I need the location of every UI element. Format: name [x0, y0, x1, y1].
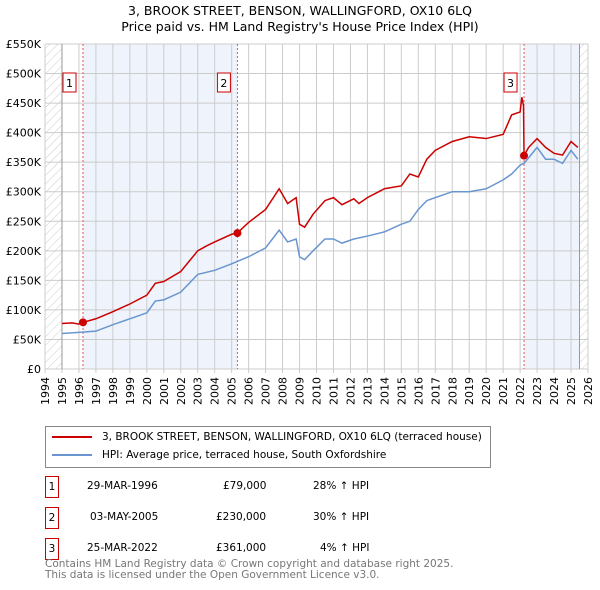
y-tick-label: £450K: [6, 97, 42, 110]
y-tick-label: £300K: [6, 186, 42, 199]
x-tick-label: 2006: [243, 377, 256, 405]
legend: 3, BROOK STREET, BENSON, WALLINGFORD, OX…: [45, 426, 491, 468]
x-tick-label: 2005: [226, 377, 239, 405]
marker-badge: 2: [45, 507, 59, 529]
x-tick-label: 2000: [141, 377, 154, 405]
y-tick-label: £500K: [6, 68, 42, 81]
y-tick-label: £150K: [6, 274, 42, 287]
x-tick-label: 2017: [429, 377, 442, 405]
shaded-period-1: [83, 44, 238, 369]
sale-marker-box: [216, 72, 231, 93]
chart-title: 3, BROOK STREET, BENSON, WALLINGFORD, OX…: [0, 3, 600, 35]
x-tick-label: 2025: [565, 377, 578, 405]
hatched-region-post: [579, 44, 588, 369]
x-tick-label: 1997: [90, 377, 103, 405]
price: £361,000: [216, 542, 267, 554]
x-tick-label: 2007: [260, 377, 273, 405]
series-line: [61, 146, 579, 335]
sale-marker-box: [503, 72, 518, 93]
x-tick-label: 2019: [463, 377, 476, 405]
red-line-swatch: [52, 436, 92, 438]
x-tick-label: 2001: [158, 377, 171, 405]
x-tick-label: 1996: [73, 377, 86, 405]
legend-label: 3, BROOK STREET, BENSON, WALLINGFORD, OX…: [102, 431, 482, 443]
title-line-2: Price paid vs. HM Land Registry's House …: [121, 19, 479, 34]
sale-point: [520, 151, 529, 160]
y-tick-label: £0: [27, 363, 41, 376]
x-tick-label: 1994: [39, 377, 52, 405]
y-tick-label: £250K: [6, 215, 42, 228]
sale-marker-box: [62, 72, 77, 93]
y-tick-label: £550K: [6, 38, 42, 51]
transaction-row: 1 29-MAR-1996 £79,000 28% ↑ HPI: [45, 476, 405, 498]
sale-point: [79, 318, 88, 327]
blue-line-swatch: [52, 454, 92, 456]
x-tick-label: 2004: [209, 377, 222, 405]
licence-text: This data is licensed under the Open Gov…: [45, 569, 380, 581]
y-tick-label: £200K: [6, 245, 42, 258]
transaction-row: 3 25-MAR-2022 £361,000 4% ↑ HPI: [45, 538, 405, 560]
x-tick-label: 2003: [192, 377, 205, 405]
price-chart: 1994 1995 1996 1997 1998 1999 2000 2001 2002 2003…: [6, 38, 595, 405]
x-tick-label: 2010: [311, 377, 324, 405]
price: £230,000: [216, 511, 267, 523]
sale-marker-label: 2: [220, 77, 227, 90]
footer: Contains HM Land Registry data © Crown c…: [45, 559, 453, 581]
sale-marker-label: 1: [66, 77, 73, 90]
x-tick-label: 2018: [446, 377, 459, 405]
x-tick-label: 2009: [294, 377, 307, 405]
series-line: [61, 97, 579, 325]
x-tick-label: 1995: [56, 377, 69, 405]
y-tick-label: £100K: [6, 304, 42, 317]
y-tick-label: £400K: [6, 127, 42, 140]
hatched-region-pre: [45, 44, 62, 369]
hpi-change: 4% ↑ HPI: [320, 542, 370, 554]
x-tick-label: 2016: [412, 377, 425, 405]
legend-item-property: 3, BROOK STREET, BENSON, WALLINGFORD, OX…: [52, 431, 482, 443]
legend-label: HPI: Average price, terraced house, Sout…: [102, 449, 387, 461]
x-tick-label: 2026: [582, 377, 595, 405]
x-tick-label: 2020: [480, 377, 493, 405]
date: 03-MAY-2005: [90, 511, 159, 523]
price: £79,000: [223, 480, 267, 492]
shaded-period-3: [524, 44, 580, 369]
y-tick-label: £50K: [13, 333, 42, 346]
title-line-1: 3, BROOK STREET, BENSON, WALLINGFORD, OX…: [128, 3, 472, 18]
sale-marker-label: 3: [507, 77, 514, 90]
x-tick-label: 2013: [361, 377, 374, 405]
hpi-change: 30% ↑ HPI: [313, 511, 370, 523]
x-tick-label: 1999: [124, 377, 137, 405]
hpi-change: 28% ↑ HPI: [313, 480, 370, 492]
x-tick-label: 2022: [514, 377, 527, 405]
x-tick-label: 2014: [378, 377, 391, 405]
copyright-text: Contains HM Land Registry data © Crown c…: [45, 558, 454, 570]
x-tick-label: 2023: [531, 377, 544, 405]
x-tick-label: 2011: [327, 377, 340, 405]
x-tick-label: 2024: [548, 377, 561, 405]
date: 25-MAR-2022: [87, 542, 158, 554]
date: 29-MAR-1996: [87, 480, 158, 492]
transaction-row: 2 03-MAY-2005 £230,000 30% ↑ HPI: [45, 507, 405, 529]
x-tick-label: 2015: [395, 377, 408, 405]
marker-badge: 3: [45, 538, 59, 560]
x-tick-label: 1998: [107, 377, 120, 405]
y-tick-label: £350K: [6, 156, 42, 169]
sale-point: [233, 229, 242, 238]
legend-item-hpi: HPI: Average price, terraced house, Sout…: [52, 449, 386, 461]
x-tick-label: 2012: [344, 377, 357, 405]
x-tick-label: 2008: [277, 377, 290, 405]
x-tick-label: 2021: [497, 377, 510, 405]
x-tick-label: 2002: [175, 377, 188, 405]
marker-badge: 1: [45, 476, 59, 498]
